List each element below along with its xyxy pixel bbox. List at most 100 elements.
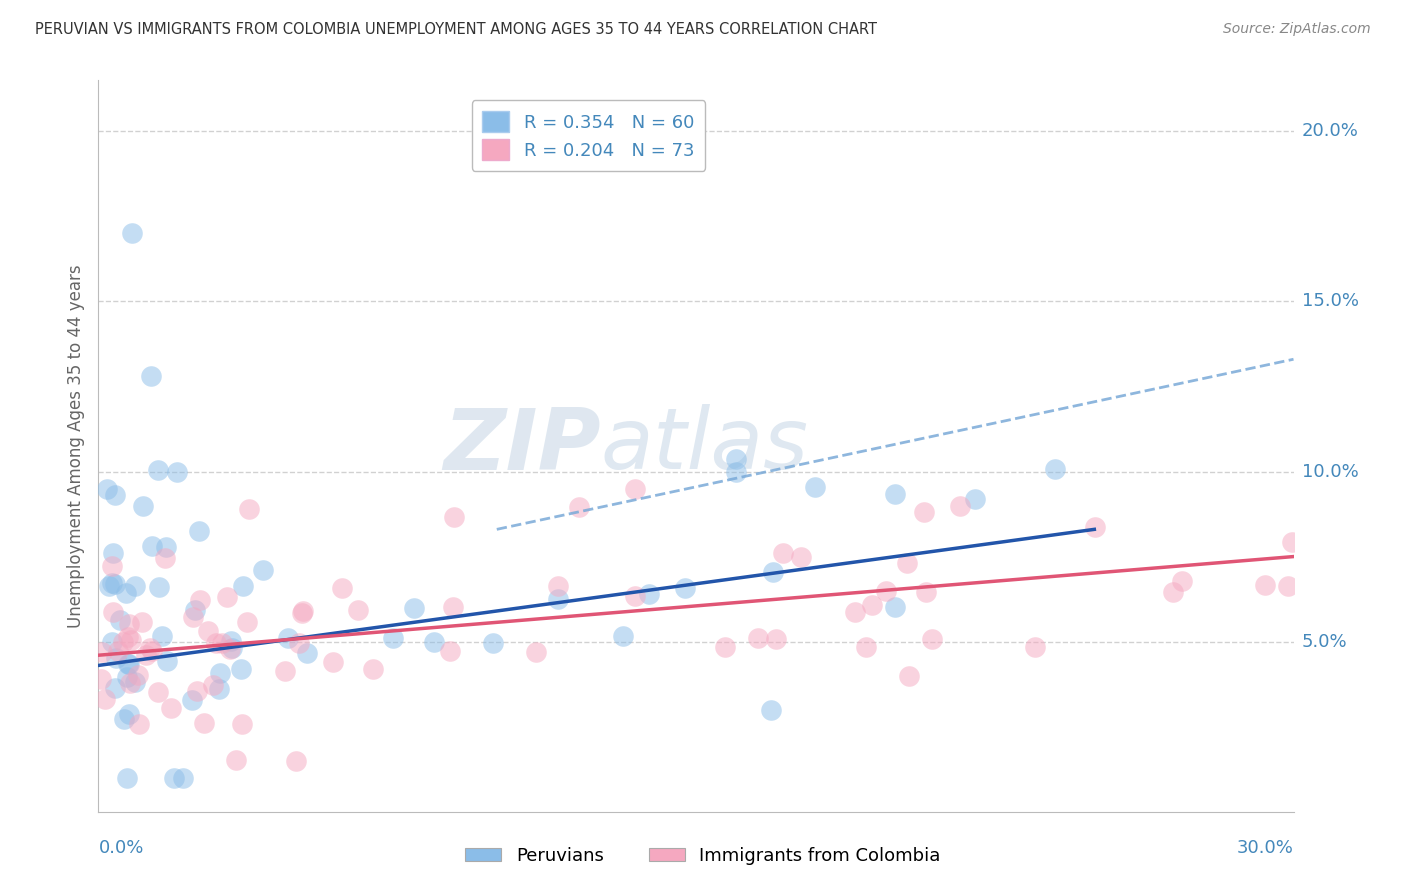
Point [118, 707, 141, 722]
Point [150, 629, 173, 643]
Point [624, 482, 647, 496]
Point [103, 681, 125, 695]
Point [90, 645, 112, 659]
Point [1254, 577, 1277, 591]
Point [120, 633, 142, 648]
Point [914, 585, 936, 599]
Point [104, 576, 127, 591]
Point [104, 488, 127, 502]
Point [948, 499, 970, 513]
Point [1277, 579, 1299, 593]
Point [963, 492, 986, 507]
Point [131, 615, 153, 629]
Point [443, 510, 465, 524]
Point [121, 227, 143, 241]
Point [186, 684, 208, 698]
Point [184, 603, 207, 617]
Point [139, 641, 162, 656]
Point [524, 645, 547, 659]
Point [765, 632, 787, 646]
Point [225, 753, 247, 767]
Point [921, 632, 943, 646]
Point [1281, 535, 1303, 549]
Point [101, 546, 124, 560]
Point [612, 630, 634, 644]
Point [101, 605, 124, 619]
Point [231, 717, 253, 731]
Point [713, 640, 735, 654]
Point [912, 505, 935, 519]
Point [127, 668, 149, 682]
Point [844, 605, 866, 619]
Point [172, 771, 194, 785]
Point [163, 771, 186, 785]
Point [153, 551, 176, 566]
Point [94, 691, 117, 706]
Point [238, 502, 260, 516]
Point [208, 681, 231, 696]
Point [90, 673, 112, 687]
Point [118, 676, 141, 690]
Point [759, 703, 782, 717]
Point [747, 631, 769, 645]
Point [322, 655, 344, 669]
Point [124, 675, 146, 690]
Point [762, 565, 785, 579]
Point [218, 642, 240, 657]
Point [219, 634, 242, 648]
Point [156, 654, 179, 668]
Point [884, 487, 907, 501]
Text: Source: ZipAtlas.com: Source: ZipAtlas.com [1223, 22, 1371, 37]
Point [330, 582, 353, 596]
Point [100, 576, 122, 591]
Text: PERUVIAN VS IMMIGRANTS FROM COLOMBIA UNEMPLOYMENT AMONG AGES 35 TO 44 YEARS CORR: PERUVIAN VS IMMIGRANTS FROM COLOMBIA UNE… [35, 22, 877, 37]
Point [160, 701, 183, 715]
Point [638, 587, 661, 601]
Point [139, 369, 162, 384]
Point [193, 716, 215, 731]
Point [295, 646, 318, 660]
Point [101, 635, 124, 649]
Point [132, 499, 155, 513]
Point [202, 678, 225, 692]
Point [382, 632, 405, 646]
Text: atlas: atlas [600, 404, 808, 488]
Point [1043, 462, 1066, 476]
Text: 5.0%: 5.0% [1302, 632, 1347, 650]
Point [252, 563, 274, 577]
Point [96, 482, 118, 496]
Point [166, 465, 188, 479]
Point [141, 539, 163, 553]
Point [124, 579, 146, 593]
Point [205, 636, 228, 650]
Point [217, 591, 239, 605]
Point [568, 500, 591, 514]
Point [772, 546, 794, 560]
Point [402, 601, 425, 615]
Point [118, 617, 141, 632]
Point [291, 607, 314, 621]
Point [236, 615, 259, 630]
Point [180, 693, 202, 707]
Point [441, 599, 464, 614]
Point [1161, 584, 1184, 599]
Point [229, 662, 252, 676]
Point [347, 603, 370, 617]
Point [288, 636, 311, 650]
Point [361, 662, 384, 676]
Point [274, 664, 297, 678]
Point [284, 754, 307, 768]
Point [725, 451, 748, 466]
Point [1170, 574, 1192, 588]
Point [1024, 640, 1046, 654]
Point [724, 465, 747, 479]
Point [105, 651, 128, 665]
Point [209, 666, 232, 681]
Y-axis label: Unemployment Among Ages 35 to 44 years: Unemployment Among Ages 35 to 44 years [66, 264, 84, 628]
Point [98, 579, 121, 593]
Point [292, 603, 315, 617]
Point [898, 669, 921, 683]
Point [482, 636, 505, 650]
Point [860, 598, 883, 612]
Text: 0.0%: 0.0% [98, 839, 143, 857]
